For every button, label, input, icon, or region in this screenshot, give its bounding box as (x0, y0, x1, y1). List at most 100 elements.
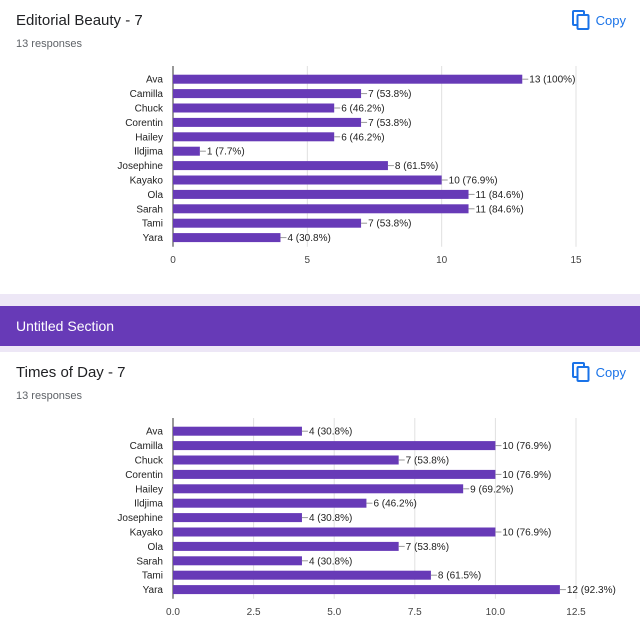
category-label: Ava (146, 427, 163, 438)
data-label: 7 (53.8%) (368, 219, 411, 230)
data-label: 4 (30.8%) (309, 427, 352, 438)
x-tick-label: 2.5 (247, 607, 261, 618)
category-label: Hailey (135, 132, 163, 143)
category-label: Yara (143, 233, 164, 244)
bar[interactable] (173, 585, 560, 595)
copy-label: Copy (595, 12, 626, 28)
bar[interactable] (173, 527, 496, 537)
category-label: Camilla (130, 89, 164, 100)
question-card-times-of-day: Times of Day - 7 13 responses Copy 0.0 2.… (0, 352, 640, 632)
bar-chart-editorial-beauty: 0 5 10 15 Ava 13 (100%) Camilla 7 (53.8%) Chuck 6… (117, 66, 582, 266)
category-label: Tami (142, 571, 163, 582)
category-label: Chuck (135, 104, 164, 115)
category-label: Ildjima (134, 499, 163, 510)
bar[interactable] (173, 175, 442, 185)
category-label: Sarah (136, 556, 163, 567)
bar[interactable] (173, 541, 399, 551)
bar[interactable] (173, 484, 464, 494)
bar[interactable] (173, 74, 523, 84)
bar[interactable] (173, 204, 469, 214)
bar[interactable] (173, 218, 362, 228)
data-label: 12 (92.3%) (567, 585, 616, 596)
section-spacer-bottom (0, 346, 640, 352)
category-label: Corentin (125, 118, 163, 129)
category-label: Ildjima (134, 147, 163, 158)
bar[interactable] (173, 161, 388, 171)
bar[interactable] (173, 189, 469, 199)
bar[interactable] (173, 441, 496, 451)
bar[interactable] (173, 146, 200, 156)
category-label: Ola (147, 542, 163, 553)
data-label: 4 (30.8%) (309, 513, 352, 524)
bar[interactable] (173, 132, 335, 142)
data-label: 7 (53.8%) (406, 456, 449, 467)
data-label: 7 (53.8%) (368, 118, 411, 129)
data-label: 4 (30.8%) (309, 556, 352, 567)
section-title: Untitled Section (16, 318, 115, 334)
x-tick-label: 15 (570, 255, 582, 266)
data-label: 10 (76.9%) (502, 470, 551, 481)
category-label: Yara (143, 585, 164, 596)
copy-chart-button[interactable]: Copy (571, 360, 626, 384)
bar-chart-times-of-day: 0.0 2.5 5.0 7.5 10.0 12.5 Ava 4 (30.8%) Camilla 1… (117, 418, 616, 618)
x-tick-label: 5.0 (327, 607, 341, 618)
data-label: 6 (46.2%) (373, 499, 416, 510)
category-label: Sarah (136, 204, 163, 215)
response-count: 13 responses (16, 38, 83, 50)
data-label: 9 (69.2%) (470, 484, 513, 495)
data-label: 7 (53.8%) (368, 89, 411, 100)
bar[interactable] (173, 513, 302, 523)
category-label: Chuck (135, 456, 164, 467)
copy-icon (571, 362, 590, 382)
category-label: Josephine (117, 161, 163, 172)
bar[interactable] (173, 233, 281, 243)
bar[interactable] (173, 570, 431, 580)
response-count: 13 responses (16, 390, 83, 402)
category-label: Josephine (117, 513, 163, 524)
category-label: Tami (142, 219, 163, 230)
data-label: 10 (76.9%) (502, 441, 551, 452)
section-spacer (0, 294, 640, 306)
copy-chart-button[interactable]: Copy (571, 8, 626, 32)
category-label: Kayako (130, 176, 164, 187)
category-label: Ava (146, 75, 163, 86)
category-label: Kayako (130, 528, 164, 539)
data-label: 11 (84.6%) (476, 204, 524, 215)
question-card-editorial-beauty: Editorial Beauty - 7 13 responses Copy 0… (0, 0, 640, 294)
category-label: Camilla (130, 441, 164, 452)
data-label: 11 (84.6%) (476, 190, 524, 201)
data-label: 10 (76.9%) (449, 176, 498, 187)
x-tick-label: 0.0 (166, 607, 180, 618)
bar[interactable] (173, 117, 362, 127)
x-tick-label: 10 (436, 255, 448, 266)
copy-label: Copy (595, 364, 626, 380)
section-header: Untitled Section (0, 306, 640, 346)
bar[interactable] (173, 498, 367, 508)
card-title: Times of Day - 7 (16, 364, 126, 381)
bar[interactable] (173, 455, 399, 465)
bar[interactable] (173, 426, 302, 436)
data-label: 7 (53.8%) (406, 542, 449, 553)
x-tick-label: 10.0 (486, 607, 506, 618)
data-label: 4 (30.8%) (287, 233, 330, 244)
category-label: Corentin (125, 470, 163, 481)
data-label: 13 (100%) (529, 75, 575, 86)
bar[interactable] (173, 469, 496, 479)
copy-icon (571, 10, 590, 30)
data-label: 6 (46.2%) (341, 104, 384, 115)
x-tick-label: 12.5 (566, 607, 586, 618)
data-label: 8 (61.5%) (395, 161, 438, 172)
data-label: 10 (76.9%) (502, 528, 551, 539)
data-label: 8 (61.5%) (438, 571, 481, 582)
category-label: Hailey (135, 484, 163, 495)
bar[interactable] (173, 103, 335, 113)
x-tick-label: 5 (305, 255, 311, 266)
data-label: 1 (7.7%) (207, 147, 245, 158)
category-label: Ola (147, 190, 163, 201)
bar[interactable] (173, 556, 302, 566)
x-tick-label: 7.5 (408, 607, 422, 618)
bar[interactable] (173, 89, 362, 99)
x-tick-label: 0 (170, 255, 176, 266)
card-title: Editorial Beauty - 7 (16, 12, 143, 29)
data-label: 6 (46.2%) (341, 132, 384, 143)
